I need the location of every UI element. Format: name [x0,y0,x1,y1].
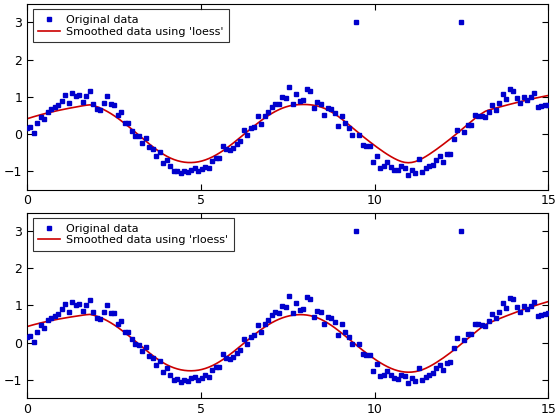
Line: Original data: Original data [25,229,550,386]
Original data [461,129,468,134]
Smoothed data using 'rloess' [545,299,552,304]
Original data [545,102,552,107]
Smoothed data using 'loess' [545,93,552,98]
Original data [545,311,552,316]
Original data [318,101,324,106]
Original data [24,334,30,339]
Original data [388,373,394,378]
Smoothed data using 'loess' [405,160,412,165]
Smoothed data using 'rloess' [297,312,304,317]
Legend: Original data, Smoothed data using 'loess': Original data, Smoothed data using 'loes… [32,9,229,42]
Original data [230,354,237,359]
Line: Smoothed data using 'rloess': Smoothed data using 'rloess' [27,302,548,372]
Line: Original data: Original data [25,20,550,177]
Original data [405,172,412,177]
Original data [24,126,30,131]
Smoothed data using 'rloess' [318,317,324,322]
Original data [195,377,202,382]
Smoothed data using 'loess' [230,140,237,145]
Original data [352,20,359,25]
Original data [405,381,412,386]
Original data [297,99,304,104]
Smoothed data using 'rloess' [384,364,391,369]
Smoothed data using 'rloess' [458,342,464,347]
Smoothed data using 'rloess' [195,368,202,373]
Original data [230,145,237,150]
Legend: Original data, Smoothed data using 'rloess': Original data, Smoothed data using 'rloe… [32,218,234,251]
Smoothed data using 'rloess' [405,370,412,375]
Smoothed data using 'loess' [195,159,202,164]
Original data [352,228,359,234]
Smoothed data using 'rloess' [230,349,237,354]
Original data [388,164,394,169]
Original data [195,168,202,173]
Smoothed data using 'loess' [24,116,30,121]
Smoothed data using 'loess' [297,102,304,107]
Original data [461,338,468,343]
Smoothed data using 'loess' [384,152,391,157]
Original data [297,307,304,312]
Original data [318,310,324,315]
Line: Smoothed data using 'loess': Smoothed data using 'loess' [27,95,548,163]
Smoothed data using 'loess' [458,128,464,133]
Smoothed data using 'loess' [318,105,324,110]
Smoothed data using 'rloess' [24,324,30,329]
